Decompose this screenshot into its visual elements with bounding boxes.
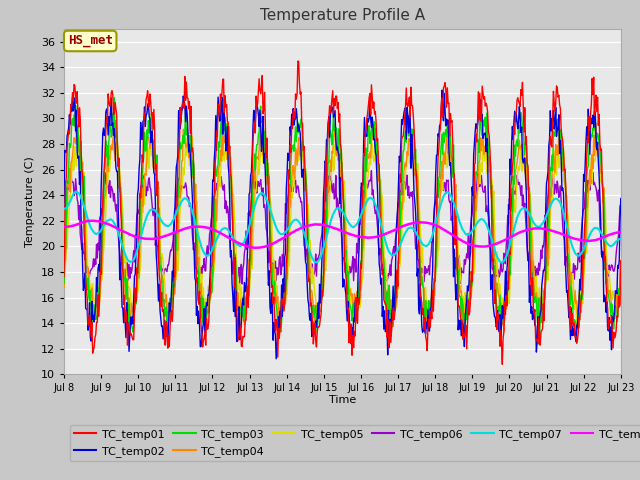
- TC_temp07: [72, 189, 80, 194]
- TC_temp08: [617, 229, 625, 235]
- TC_temp05: [60, 284, 68, 289]
- Line: TC_temp05: TC_temp05: [64, 137, 621, 333]
- TC_temp06: [214, 187, 221, 193]
- TC_temp04: [617, 264, 625, 269]
- TC_temp07: [185, 199, 193, 204]
- TC_temp02: [438, 87, 445, 93]
- TC_temp07: [214, 233, 222, 239]
- X-axis label: Time: Time: [329, 395, 356, 405]
- TC_temp01: [294, 58, 301, 64]
- TC_temp03: [70, 112, 78, 118]
- TC_temp03: [111, 95, 118, 100]
- Text: HS_met: HS_met: [68, 35, 113, 48]
- TC_temp08: [70, 223, 78, 228]
- TC_temp02: [214, 114, 221, 120]
- TC_temp02: [273, 356, 280, 361]
- TC_temp03: [128, 325, 136, 331]
- Y-axis label: Temperature (C): Temperature (C): [25, 156, 35, 247]
- TC_temp03: [185, 136, 193, 142]
- TC_temp02: [60, 201, 68, 207]
- TC_temp06: [60, 204, 68, 210]
- TC_temp03: [411, 156, 419, 161]
- TC_temp08: [89, 218, 97, 224]
- TC_temp04: [60, 284, 68, 290]
- TC_temp08: [185, 225, 193, 230]
- TC_temp01: [60, 274, 68, 280]
- TC_temp05: [70, 167, 78, 172]
- TC_temp01: [411, 143, 419, 148]
- TC_temp07: [428, 237, 435, 242]
- TC_temp02: [428, 305, 435, 311]
- TC_temp04: [70, 135, 78, 141]
- TC_temp05: [189, 134, 196, 140]
- Line: TC_temp06: TC_temp06: [64, 168, 621, 284]
- TC_temp06: [438, 165, 445, 170]
- TC_temp07: [498, 260, 506, 265]
- Line: TC_temp04: TC_temp04: [64, 120, 621, 336]
- TC_temp01: [617, 258, 625, 264]
- Line: TC_temp07: TC_temp07: [64, 192, 621, 263]
- TC_temp05: [534, 330, 542, 336]
- TC_temp03: [214, 161, 222, 167]
- TC_temp08: [214, 229, 222, 235]
- TC_temp08: [428, 221, 436, 227]
- TC_temp01: [184, 96, 192, 101]
- Line: TC_temp02: TC_temp02: [64, 90, 621, 359]
- TC_temp07: [70, 190, 78, 196]
- TC_temp03: [428, 307, 435, 312]
- Legend: TC_temp01, TC_temp02, TC_temp03, TC_temp04, TC_temp05, TC_temp06, TC_temp07, TC_: TC_temp01, TC_temp02, TC_temp03, TC_temp…: [70, 425, 640, 461]
- TC_temp06: [617, 202, 625, 207]
- TC_temp02: [617, 196, 625, 202]
- TC_temp04: [214, 172, 222, 178]
- TC_temp06: [70, 192, 78, 198]
- TC_temp06: [127, 270, 135, 276]
- TC_temp05: [127, 309, 135, 315]
- TC_temp04: [412, 173, 419, 179]
- TC_temp08: [412, 220, 419, 226]
- TC_temp05: [214, 189, 222, 194]
- TC_temp06: [184, 194, 192, 200]
- Line: TC_temp08: TC_temp08: [64, 221, 621, 248]
- TC_temp03: [617, 260, 625, 265]
- TC_temp07: [60, 206, 68, 212]
- TC_temp02: [70, 101, 78, 107]
- TC_temp04: [126, 333, 134, 338]
- TC_temp02: [411, 199, 419, 205]
- TC_temp07: [617, 236, 625, 241]
- TC_temp01: [499, 361, 506, 367]
- TC_temp04: [369, 117, 376, 123]
- TC_temp01: [428, 308, 435, 314]
- TC_temp03: [60, 281, 68, 287]
- TC_temp06: [238, 281, 246, 287]
- TC_temp02: [184, 129, 192, 135]
- Line: TC_temp01: TC_temp01: [64, 61, 621, 364]
- TC_temp01: [70, 82, 78, 87]
- TC_temp08: [251, 245, 259, 251]
- TC_temp05: [411, 164, 419, 169]
- TC_temp02: [127, 322, 135, 327]
- Line: TC_temp03: TC_temp03: [64, 97, 621, 345]
- TC_temp06: [428, 252, 435, 258]
- TC_temp01: [214, 133, 221, 139]
- TC_temp05: [428, 296, 435, 301]
- Title: Temperature Profile A: Temperature Profile A: [260, 9, 425, 24]
- TC_temp04: [128, 309, 136, 314]
- TC_temp08: [60, 224, 68, 230]
- TC_temp08: [128, 232, 136, 238]
- TC_temp07: [411, 228, 419, 234]
- TC_temp06: [411, 228, 419, 233]
- TC_temp04: [185, 155, 193, 161]
- TC_temp03: [536, 342, 543, 348]
- TC_temp05: [617, 285, 625, 290]
- TC_temp01: [127, 331, 135, 337]
- TC_temp07: [128, 258, 136, 264]
- TC_temp05: [184, 137, 192, 143]
- TC_temp04: [428, 290, 436, 296]
